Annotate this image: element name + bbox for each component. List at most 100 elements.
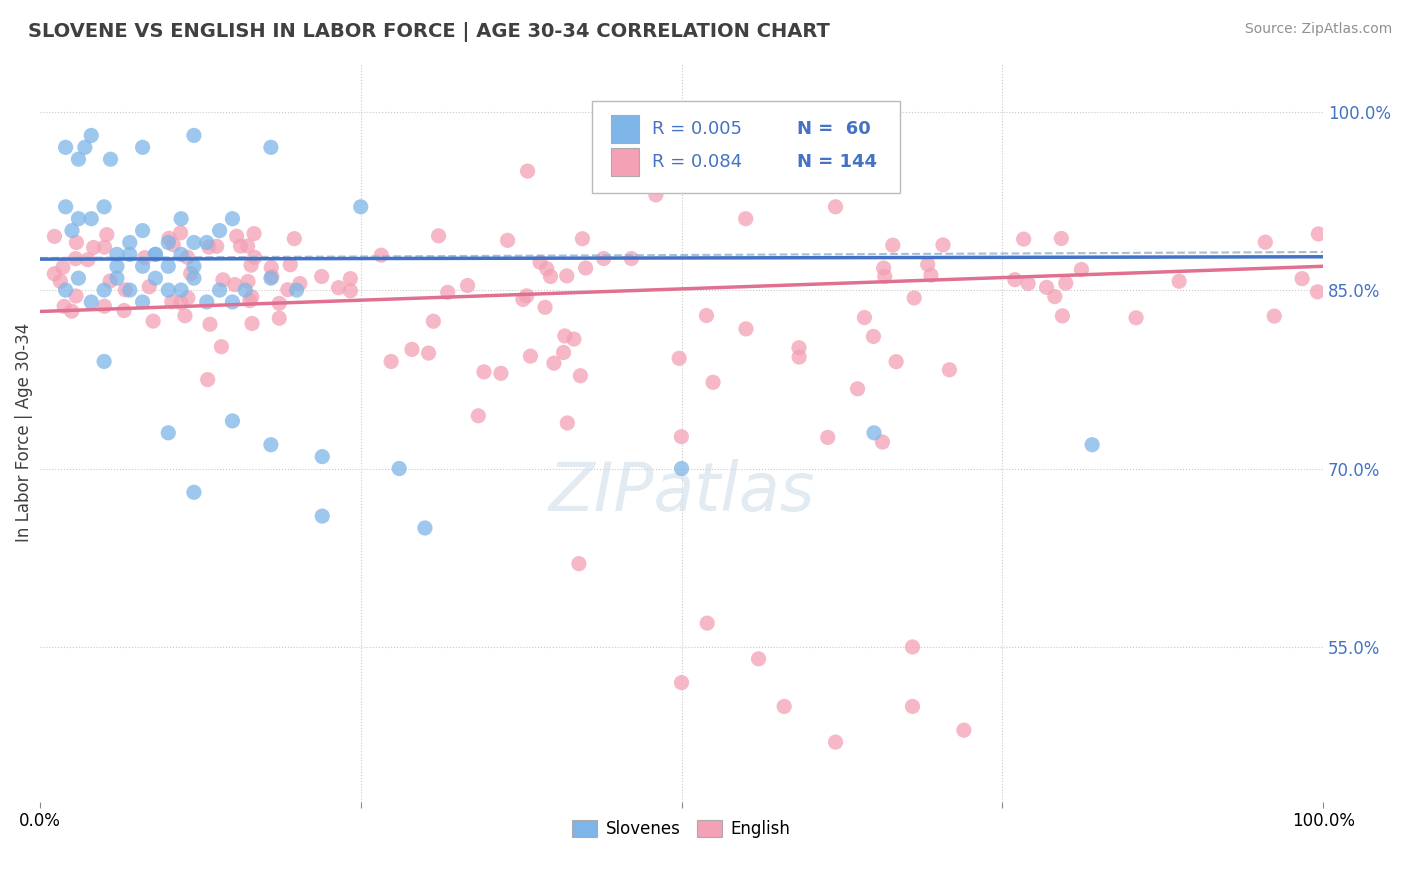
Point <box>436 285 458 300</box>
Point <box>427 228 450 243</box>
Point <box>519 349 541 363</box>
Point <box>134 251 156 265</box>
Point <box>180 267 202 281</box>
Point <box>131 224 153 238</box>
Point <box>695 309 717 323</box>
Point <box>44 267 66 281</box>
Point <box>938 363 960 377</box>
Point <box>225 229 247 244</box>
Point <box>529 255 551 269</box>
Point <box>80 128 103 143</box>
Point <box>1308 227 1330 241</box>
Text: R = 0.005: R = 0.005 <box>652 120 742 138</box>
Point <box>1017 277 1039 291</box>
Point <box>162 237 184 252</box>
Point <box>205 239 228 253</box>
Point <box>170 247 193 261</box>
Point <box>239 293 262 308</box>
Point <box>1052 309 1074 323</box>
Point <box>183 485 205 500</box>
Point <box>98 274 121 288</box>
Point <box>195 235 218 250</box>
Point <box>671 675 693 690</box>
Point <box>1035 280 1057 294</box>
Point <box>236 239 259 253</box>
Point <box>472 365 495 379</box>
Point <box>221 414 243 428</box>
Point <box>240 290 263 304</box>
Point <box>747 652 769 666</box>
Text: Source: ZipAtlas.com: Source: ZipAtlas.com <box>1244 22 1392 37</box>
Point <box>170 283 193 297</box>
Point <box>422 314 444 328</box>
Point <box>1050 231 1073 245</box>
Point <box>83 240 105 254</box>
Point <box>671 430 693 444</box>
Point <box>183 128 205 143</box>
Point <box>157 425 180 440</box>
Text: R = 0.084: R = 0.084 <box>652 153 742 171</box>
Point <box>118 283 141 297</box>
Point <box>735 322 758 336</box>
Point <box>221 211 243 226</box>
FancyBboxPatch shape <box>612 148 640 176</box>
Point <box>53 299 76 313</box>
Point <box>160 294 183 309</box>
Point <box>174 309 197 323</box>
Point <box>145 247 167 261</box>
Point <box>260 260 283 275</box>
Point <box>953 723 976 738</box>
Point <box>260 271 283 285</box>
Y-axis label: In Labor Force | Age 30-34: In Labor Force | Age 30-34 <box>15 323 32 542</box>
Point <box>846 382 869 396</box>
Point <box>209 340 232 354</box>
Point <box>817 430 839 444</box>
Point <box>118 247 141 261</box>
Point <box>370 248 392 262</box>
Point <box>339 271 361 285</box>
Point <box>668 351 690 366</box>
Point <box>872 435 894 450</box>
Point <box>224 277 246 292</box>
Point <box>112 303 135 318</box>
Point <box>93 354 115 368</box>
Point <box>55 140 77 154</box>
Point <box>60 304 83 318</box>
Point <box>339 284 361 298</box>
Point <box>240 258 263 272</box>
Point <box>569 368 592 383</box>
Point <box>1168 274 1191 288</box>
Point <box>114 283 136 297</box>
Point <box>100 153 122 167</box>
Point <box>853 310 876 325</box>
Point <box>824 200 846 214</box>
Point <box>65 289 87 303</box>
Point <box>540 269 562 284</box>
Point <box>932 238 955 252</box>
Point <box>118 235 141 250</box>
Point <box>516 289 538 303</box>
Point <box>131 260 153 274</box>
Point <box>80 295 103 310</box>
Point <box>557 416 579 430</box>
Point <box>49 274 72 288</box>
Point <box>176 250 198 264</box>
Point <box>496 233 519 247</box>
Point <box>696 616 718 631</box>
Point <box>55 283 77 297</box>
Point <box>65 235 87 250</box>
Point <box>277 283 299 297</box>
Point <box>243 227 266 241</box>
Text: ZIPatlas: ZIPatlas <box>548 458 815 524</box>
Legend: Slovenes, English: Slovenes, English <box>565 814 797 845</box>
Point <box>93 299 115 313</box>
Point <box>516 164 538 178</box>
Point <box>243 251 266 265</box>
Point <box>901 699 924 714</box>
Point <box>269 311 291 326</box>
Point <box>198 318 221 332</box>
Point <box>212 273 235 287</box>
FancyBboxPatch shape <box>612 115 640 143</box>
Point <box>873 269 896 284</box>
Point <box>824 735 846 749</box>
